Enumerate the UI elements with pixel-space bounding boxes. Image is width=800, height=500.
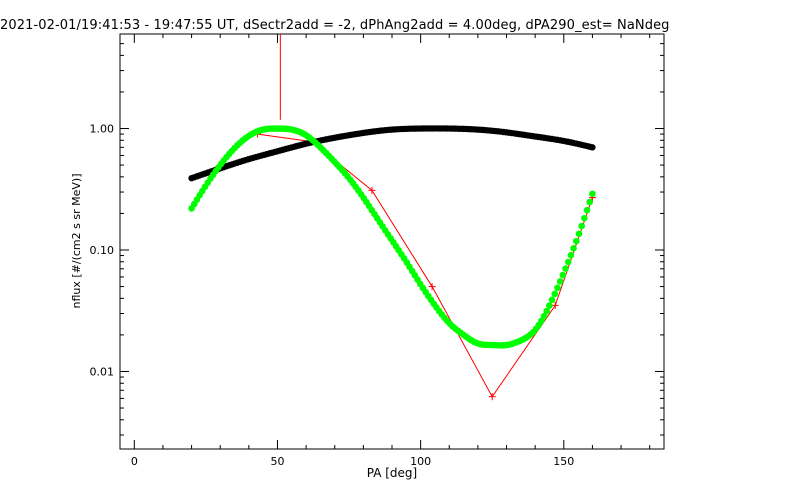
y-tick-label: 1.00 bbox=[90, 123, 115, 136]
red-plus-marker bbox=[428, 283, 436, 291]
green-series-dot bbox=[578, 222, 585, 230]
red-series-line bbox=[257, 133, 593, 398]
series-layer bbox=[188, 34, 596, 401]
green-series-dot bbox=[589, 190, 596, 198]
green-series-dot bbox=[575, 230, 583, 238]
green-series-dot bbox=[543, 307, 550, 315]
red-plus-marker bbox=[368, 186, 376, 194]
green-series-dot bbox=[564, 258, 572, 266]
x-tick-label: 50 bbox=[270, 455, 284, 468]
green-series-dot bbox=[551, 290, 559, 298]
green-series-dot bbox=[556, 278, 564, 285]
green-series-dot bbox=[572, 237, 580, 245]
green-series-dot bbox=[562, 265, 569, 272]
green-series-dot bbox=[559, 271, 567, 279]
green-series-dot bbox=[548, 296, 556, 304]
green-series-dot bbox=[570, 244, 577, 252]
green-series-dot bbox=[540, 312, 548, 320]
green-series-dot bbox=[554, 284, 561, 292]
green-series-dot bbox=[581, 214, 588, 222]
black-series-dot bbox=[589, 144, 596, 151]
y-tick-label: 0.01 bbox=[90, 365, 115, 378]
red-plus-marker bbox=[488, 393, 496, 401]
axes: 0 50 100 150 0.01 0.10 1.00 bbox=[90, 33, 664, 468]
x-axis-label: PA [deg] bbox=[367, 466, 417, 480]
chart-title: 2021-02-01/19:41:53 - 19:47:55 UT, dSect… bbox=[0, 18, 670, 33]
green-series-dot bbox=[586, 198, 594, 206]
green-series-dot bbox=[567, 251, 575, 259]
red-plus-marker bbox=[551, 301, 559, 309]
green-series-dot bbox=[546, 302, 553, 309]
x-tick-label: 100 bbox=[410, 455, 431, 468]
x-tick-label: 150 bbox=[553, 455, 574, 468]
green-series-dot bbox=[583, 206, 591, 214]
y-axis-label: nflux [#/(cm2 s sr MeV)] bbox=[70, 174, 83, 309]
x-tick-label: 0 bbox=[131, 455, 138, 468]
y-tick-label: 0.10 bbox=[90, 244, 115, 257]
